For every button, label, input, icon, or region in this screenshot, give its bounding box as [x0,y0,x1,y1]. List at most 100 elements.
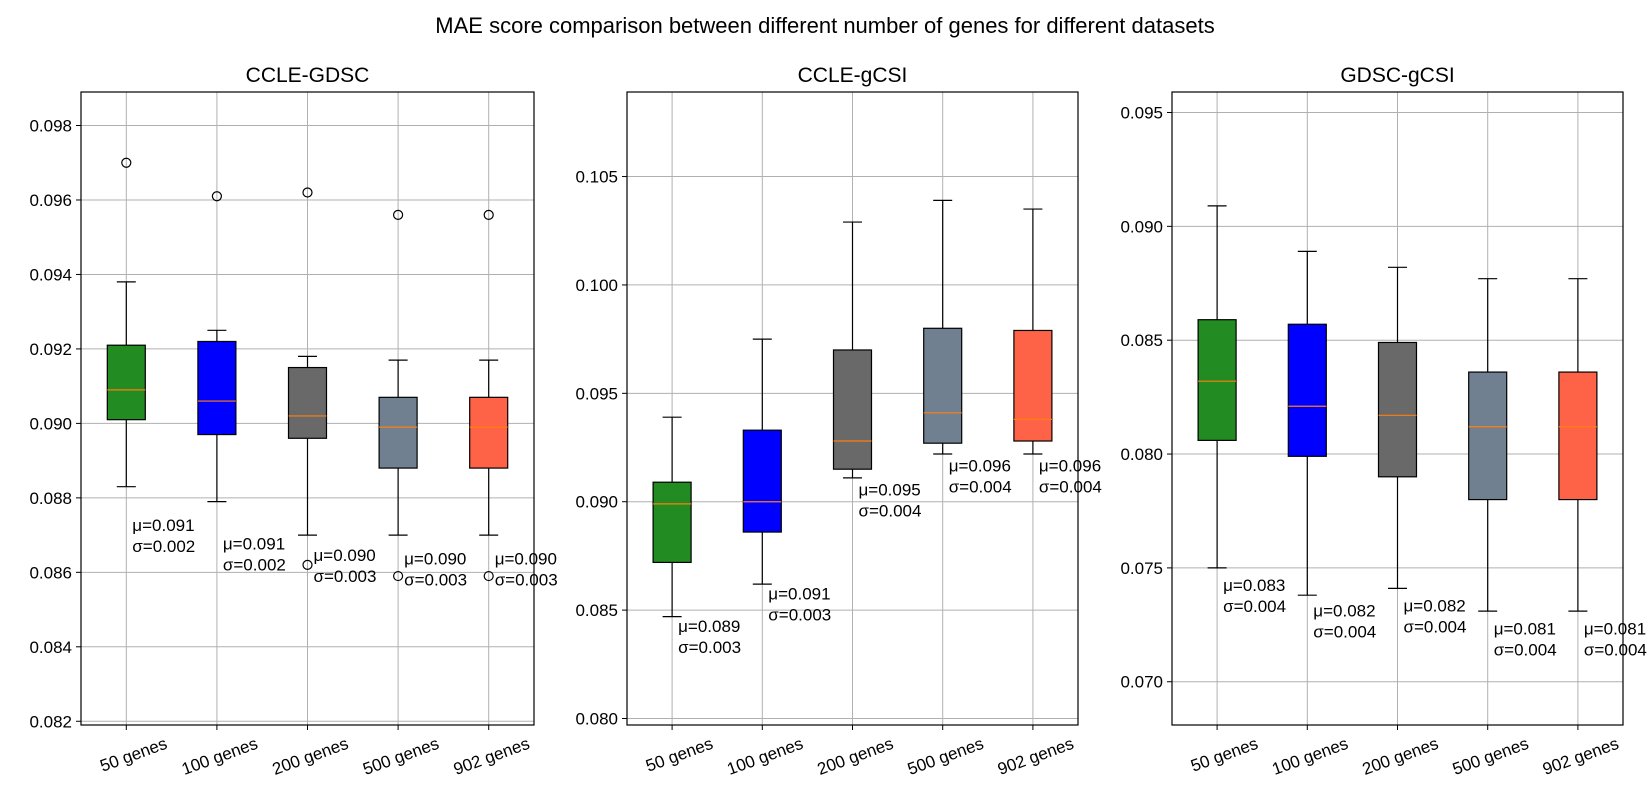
box-body [469,396,509,469]
mean-label: μ=0.083 [1223,576,1285,595]
x-tick-label: 100 genes [1270,734,1351,779]
y-tick-label: 0.086 [29,563,72,582]
y-tick-label: 0.082 [29,712,72,731]
y-tick-label: 0.095 [575,384,618,403]
box-body [1377,341,1418,478]
mean-label: μ=0.090 [404,550,466,569]
box-2 [197,191,237,503]
y-tick-label: 0.085 [575,601,618,620]
box-body [378,396,418,469]
box-2 [742,338,782,585]
std-label: σ=0.004 [1313,622,1376,641]
x-tick-label: 902 genes [995,734,1076,779]
box-3 [287,187,328,570]
y-tick-label: 0.094 [29,265,72,284]
mean-label: μ=0.091 [132,516,194,535]
box-body [742,429,782,533]
std-label: σ=0.004 [949,478,1012,497]
std-label: σ=0.004 [1494,640,1557,659]
std-label: σ=0.004 [1223,597,1286,616]
box-body [1013,329,1053,442]
box-body [832,349,873,470]
subplot-title: CCLE-GDSC [246,64,370,87]
box-body [1558,371,1598,501]
outlier-point [483,570,494,582]
box-body [923,327,963,444]
box-body [1468,371,1508,501]
x-tick-label: 902 genes [1540,734,1621,779]
subplots: μ=0.091 σ=0.002 μ=0.091 σ=0.002 μ=0.090 σ=0.0… [29,64,1646,779]
outlier-point [302,187,313,198]
subplot-title: GDSC-gCSI [1340,64,1454,87]
std-label: σ=0.003 [495,571,558,590]
std-label: σ=0.004 [859,502,922,521]
mean-label: μ=0.090 [495,550,557,569]
y-tick-label: 0.080 [575,709,618,728]
x-tick-label: 500 genes [1450,734,1531,779]
subplot-2: μ=0.089 σ=0.003 μ=0.091 σ=0.003 μ=0.095 σ=0.0… [575,64,1101,779]
mean-label: μ=0.096 [949,457,1011,476]
std-label: σ=0.003 [404,571,467,590]
subplot-title: CCLE-gCSI [798,64,908,87]
box-4 [378,209,418,582]
box-1 [652,416,692,618]
y-tick-label: 0.090 [29,414,72,433]
y-tick-label: 0.095 [1120,103,1163,122]
box-1 [1197,205,1237,569]
mean-label: μ=0.082 [1313,601,1375,620]
box-5 [469,209,509,582]
box-body [287,366,328,439]
std-label: σ=0.004 [1404,618,1467,637]
y-tick-label: 0.098 [29,117,72,136]
std-label: σ=0.003 [314,567,377,586]
mean-label: μ=0.089 [678,617,740,636]
outlier-point [483,209,494,220]
x-tick-label: 500 genes [360,734,441,779]
box-5 [1558,278,1598,612]
y-tick-label: 0.096 [29,191,72,210]
figure-title: MAE score comparison between different n… [435,13,1214,38]
y-tick-label: 0.080 [1120,445,1163,464]
std-label: σ=0.003 [678,638,741,657]
y-tick-label: 0.075 [1120,559,1163,578]
y-tick-label: 0.088 [29,489,72,508]
x-tick-label: 100 genes [179,734,260,779]
outlier-point [121,157,132,168]
y-tick-label: 0.090 [1120,217,1163,236]
outlier-point [393,570,404,582]
outlier-point [211,191,222,202]
outlier-point [393,209,404,220]
box-5 [1013,208,1053,455]
y-tick-label: 0.105 [575,168,618,187]
x-tick-label: 200 genes [815,734,896,779]
mean-label: μ=0.096 [1039,457,1101,476]
x-tick-label: 200 genes [270,734,351,779]
box-2 [1287,250,1327,596]
x-tick-label: 100 genes [725,734,806,779]
mean-label: μ=0.091 [223,535,285,554]
std-label: σ=0.003 [768,606,831,625]
x-tick-label: 902 genes [451,734,532,779]
y-tick-label: 0.084 [29,638,72,657]
box-body [1287,323,1327,457]
box-1 [106,157,146,488]
mean-label: μ=0.091 [768,585,830,604]
mean-label: μ=0.082 [1404,597,1466,616]
mean-label: μ=0.081 [1494,619,1556,638]
box-body [652,481,692,564]
x-tick-label: 500 genes [905,734,986,779]
subplot-3: μ=0.083 σ=0.004 μ=0.082 σ=0.004 μ=0.082 σ=0.0… [1120,64,1646,779]
box-body [1197,319,1237,441]
y-tick-label: 0.092 [29,340,72,359]
std-label: σ=0.004 [1584,640,1647,659]
std-label: σ=0.004 [1039,478,1102,497]
x-tick-label: 200 genes [1360,734,1441,779]
y-tick-label: 0.070 [1120,673,1163,692]
mean-label: μ=0.090 [314,546,376,565]
y-tick-label: 0.085 [1120,331,1163,350]
box-3 [832,221,873,479]
x-tick-label: 50 genes [97,734,169,776]
y-tick-label: 0.100 [575,276,618,295]
mean-label: μ=0.081 [1584,619,1646,638]
